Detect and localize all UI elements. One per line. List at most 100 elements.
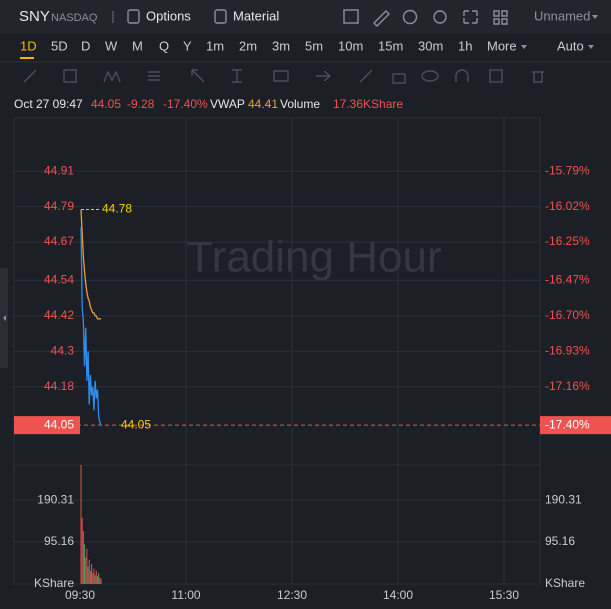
period-button[interactable]: 1h <box>458 38 472 53</box>
tool[interactable] <box>316 70 332 82</box>
side-arrow <box>3 315 6 321</box>
tool[interactable] <box>148 71 160 81</box>
options-icon[interactable] <box>127 9 140 24</box>
volume-tick-label: 95.16 <box>545 534 575 548</box>
volume-bar <box>81 517 83 584</box>
tool[interactable] <box>232 69 242 83</box>
dropdown-arrow <box>592 15 598 19</box>
fullscreen-icon[interactable] <box>463 10 478 24</box>
volume-value: 17.36KShare <box>333 97 403 111</box>
period-button[interactable]: 15m <box>378 38 403 53</box>
tool[interactable] <box>455 69 469 82</box>
pct-tick-label: -16.02% <box>545 199 590 213</box>
last-price-label: 44.05 <box>44 417 74 431</box>
price-line <box>80 227 102 426</box>
high-annotation: 44.78 <box>102 202 132 216</box>
pct-tick-label: -16.25% <box>545 234 590 248</box>
period-button[interactable]: Y <box>183 38 192 53</box>
tool[interactable] <box>532 71 544 83</box>
period-button[interactable]: 3m <box>272 38 290 53</box>
y-tick-label: 44.42 <box>44 308 74 322</box>
draw-icon[interactable] <box>373 10 390 27</box>
layout-icon[interactable] <box>493 10 508 25</box>
y-tick-label: 44.54 <box>44 273 74 287</box>
period-button[interactable]: M <box>132 38 143 53</box>
tool[interactable] <box>489 69 503 83</box>
x-tick-label: 15:30 <box>489 588 519 602</box>
auto-button[interactable]: Auto <box>557 38 584 53</box>
volume-tick-label: 95.16 <box>44 534 74 548</box>
y-tick-label: 44.67 <box>44 234 74 248</box>
volume-tick-label: 190.31 <box>37 492 74 506</box>
volume-tick-label: 190.31 <box>545 492 582 506</box>
period-button[interactable]: 1D <box>20 38 37 53</box>
exchange: NASDAQ <box>51 12 98 24</box>
volume-bar <box>96 576 98 584</box>
volume-bar <box>86 548 88 584</box>
vwap-line <box>80 209 102 320</box>
volume-bar <box>85 557 87 584</box>
info-line: Oct 27 09:47 44.05 -9.28 -17.40% VWAP 44… <box>14 97 403 111</box>
period-button[interactable]: 5m <box>305 38 323 53</box>
info-time: Oct 27 09:47 <box>14 97 83 111</box>
x-tick-label: 09:30 <box>65 588 95 602</box>
settings-icon[interactable] <box>433 10 447 24</box>
period-button[interactable]: 30m <box>418 38 443 53</box>
dropdown-arrow <box>588 45 594 49</box>
volume-unit: KShare <box>34 576 74 590</box>
volume-bar <box>87 566 89 584</box>
period-button[interactable]: 1m <box>206 38 224 53</box>
layout-name[interactable]: Unnamed <box>534 8 590 23</box>
y-tick-label: 44.18 <box>44 379 74 393</box>
material-icon[interactable] <box>214 9 227 24</box>
volume-bar <box>88 559 90 584</box>
pct-tick-label: -16.93% <box>545 343 590 357</box>
period-button[interactable]: 2m <box>239 38 257 53</box>
toolbar-icons <box>343 9 508 27</box>
pct-tick-label: -17.16% <box>545 379 590 393</box>
period-button[interactable]: More <box>487 38 517 53</box>
period-button[interactable]: 10m <box>338 38 363 53</box>
symbol[interactable]: SNY <box>19 8 50 25</box>
volume-bar <box>82 531 84 584</box>
period-button[interactable]: W <box>105 38 118 53</box>
volume-bar <box>92 572 94 584</box>
period-button[interactable]: Q <box>159 38 169 53</box>
tool[interactable] <box>392 73 406 84</box>
tool[interactable] <box>63 69 77 83</box>
tool[interactable] <box>273 70 289 82</box>
tool[interactable] <box>23 69 37 83</box>
tool[interactable] <box>103 70 121 83</box>
drawing-tools <box>23 69 544 84</box>
chart: 09:30 11:00 12:30 14:00 15:30 44.91 -15.79% 44.… <box>13 117 611 602</box>
last-pct-label: -17.40% <box>545 417 590 431</box>
volume-bar <box>100 578 102 584</box>
tool[interactable] <box>359 69 373 83</box>
chart-icon[interactable] <box>343 9 359 24</box>
options-button[interactable]: Options <box>146 8 191 23</box>
x-tick-label: 14:00 <box>383 588 413 602</box>
tool[interactable] <box>421 70 439 82</box>
pct-tick-label: -16.70% <box>545 308 590 322</box>
dropdown-arrow <box>521 45 527 49</box>
period-button[interactable]: D <box>81 38 90 53</box>
period-button[interactable]: 5D <box>51 38 68 53</box>
volume-bar <box>94 575 96 584</box>
last-annotation: 44.05 <box>121 417 151 431</box>
volume-bar <box>93 568 95 584</box>
volume-bar <box>89 570 91 584</box>
last-price-box <box>14 416 80 435</box>
y-tick-label: 44.3 <box>51 343 75 357</box>
y-tick-label: 44.91 <box>44 163 74 177</box>
y-tick-label: 44.79 <box>44 199 74 213</box>
vwap-value: 44.41 <box>248 97 278 111</box>
period-bar: 1D 5D D W M Q Y 1m 2m 3m 5m 10m 15m 30m 1h More <box>20 38 527 59</box>
volume-unit: KShare <box>545 576 585 590</box>
volume-bar <box>91 564 93 584</box>
material-button[interactable]: Material <box>233 8 279 23</box>
x-tick-label: 12:30 <box>277 588 307 602</box>
tool[interactable] <box>191 69 205 83</box>
refresh-icon[interactable] <box>402 9 418 25</box>
volume-bar <box>95 570 97 584</box>
vwap-label: VWAP <box>210 97 245 111</box>
